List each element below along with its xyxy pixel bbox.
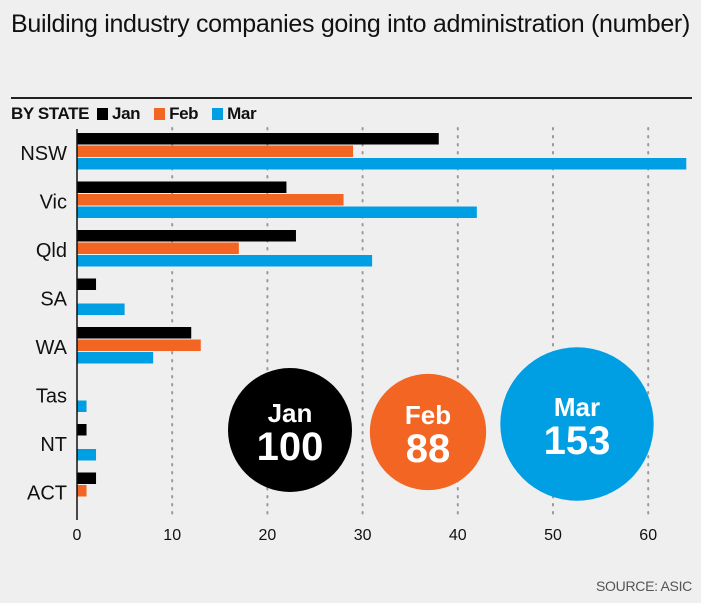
legend-item-jan: Jan xyxy=(97,104,141,124)
x-tick-label-30: 30 xyxy=(354,527,372,544)
total-bubble-value-jan: 100 xyxy=(257,425,324,469)
legend-label-feb: Feb xyxy=(169,104,199,123)
bar-nsw-jan xyxy=(77,133,439,145)
bar-nsw-mar xyxy=(77,158,687,170)
bar-vic-feb xyxy=(77,194,344,206)
bar-act-feb xyxy=(77,485,87,497)
category-label-act: ACT xyxy=(27,483,67,505)
total-bubble-month-jan: Jan xyxy=(268,398,313,428)
category-label-tas: Tas xyxy=(36,386,67,408)
category-label-nsw: NSW xyxy=(20,143,67,165)
bar-qld-jan xyxy=(77,230,296,242)
bar-tas-mar xyxy=(77,400,87,412)
legend-swatch-feb xyxy=(154,108,166,120)
x-tick-label-0: 0 xyxy=(73,527,82,544)
category-label-qld: Qld xyxy=(36,240,67,262)
total-bubble-feb xyxy=(369,373,487,491)
legend: BY STATE Jan Feb Mar xyxy=(11,103,257,125)
legend-label-mar: Mar xyxy=(227,104,257,123)
bar-vic-jan xyxy=(77,181,287,193)
bar-qld-mar xyxy=(77,255,373,267)
category-label-sa: SA xyxy=(40,289,67,311)
bar-nsw-feb xyxy=(77,145,354,157)
chart-title: Building industry companies going into a… xyxy=(11,10,690,38)
legend-item-feb: Feb xyxy=(154,104,199,124)
bar-wa-mar xyxy=(77,352,154,364)
bar-sa-mar xyxy=(77,303,125,315)
x-tick-label-50: 50 xyxy=(544,527,562,544)
category-label-wa: WA xyxy=(36,337,68,359)
bar-act-jan xyxy=(77,472,97,484)
legend-item-mar: Mar xyxy=(212,104,257,124)
bar-vic-mar xyxy=(77,206,477,218)
total-bubble-value-feb: 88 xyxy=(406,427,451,471)
legend-label-jan: Jan xyxy=(112,104,141,123)
total-bubble-value-mar: 153 xyxy=(544,419,611,463)
total-bubble-month-feb: Feb xyxy=(405,400,451,430)
x-tick-label-10: 10 xyxy=(163,527,181,544)
legend-swatch-mar xyxy=(212,108,224,120)
title-divider xyxy=(11,97,692,99)
bar-wa-feb xyxy=(77,339,201,351)
category-label-vic: Vic xyxy=(40,192,67,214)
bar-nt-jan xyxy=(77,424,87,436)
legend-subtitle: BY STATE xyxy=(11,104,90,123)
total-bubble-mar xyxy=(500,347,654,501)
category-label-nt: NT xyxy=(40,434,67,456)
total-bubble-month-mar: Mar xyxy=(554,392,600,422)
total-bubble-jan xyxy=(228,368,352,492)
bar-wa-jan xyxy=(77,327,192,339)
bar-sa-jan xyxy=(77,278,97,290)
legend-swatch-jan xyxy=(97,108,109,120)
x-tick-label-60: 60 xyxy=(639,527,657,544)
source-note: SOURCE: ASIC xyxy=(596,578,692,594)
x-tick-label-20: 20 xyxy=(259,527,277,544)
x-tick-label-40: 40 xyxy=(449,527,467,544)
bar-qld-feb xyxy=(77,242,239,254)
bar-nt-mar xyxy=(77,449,97,461)
